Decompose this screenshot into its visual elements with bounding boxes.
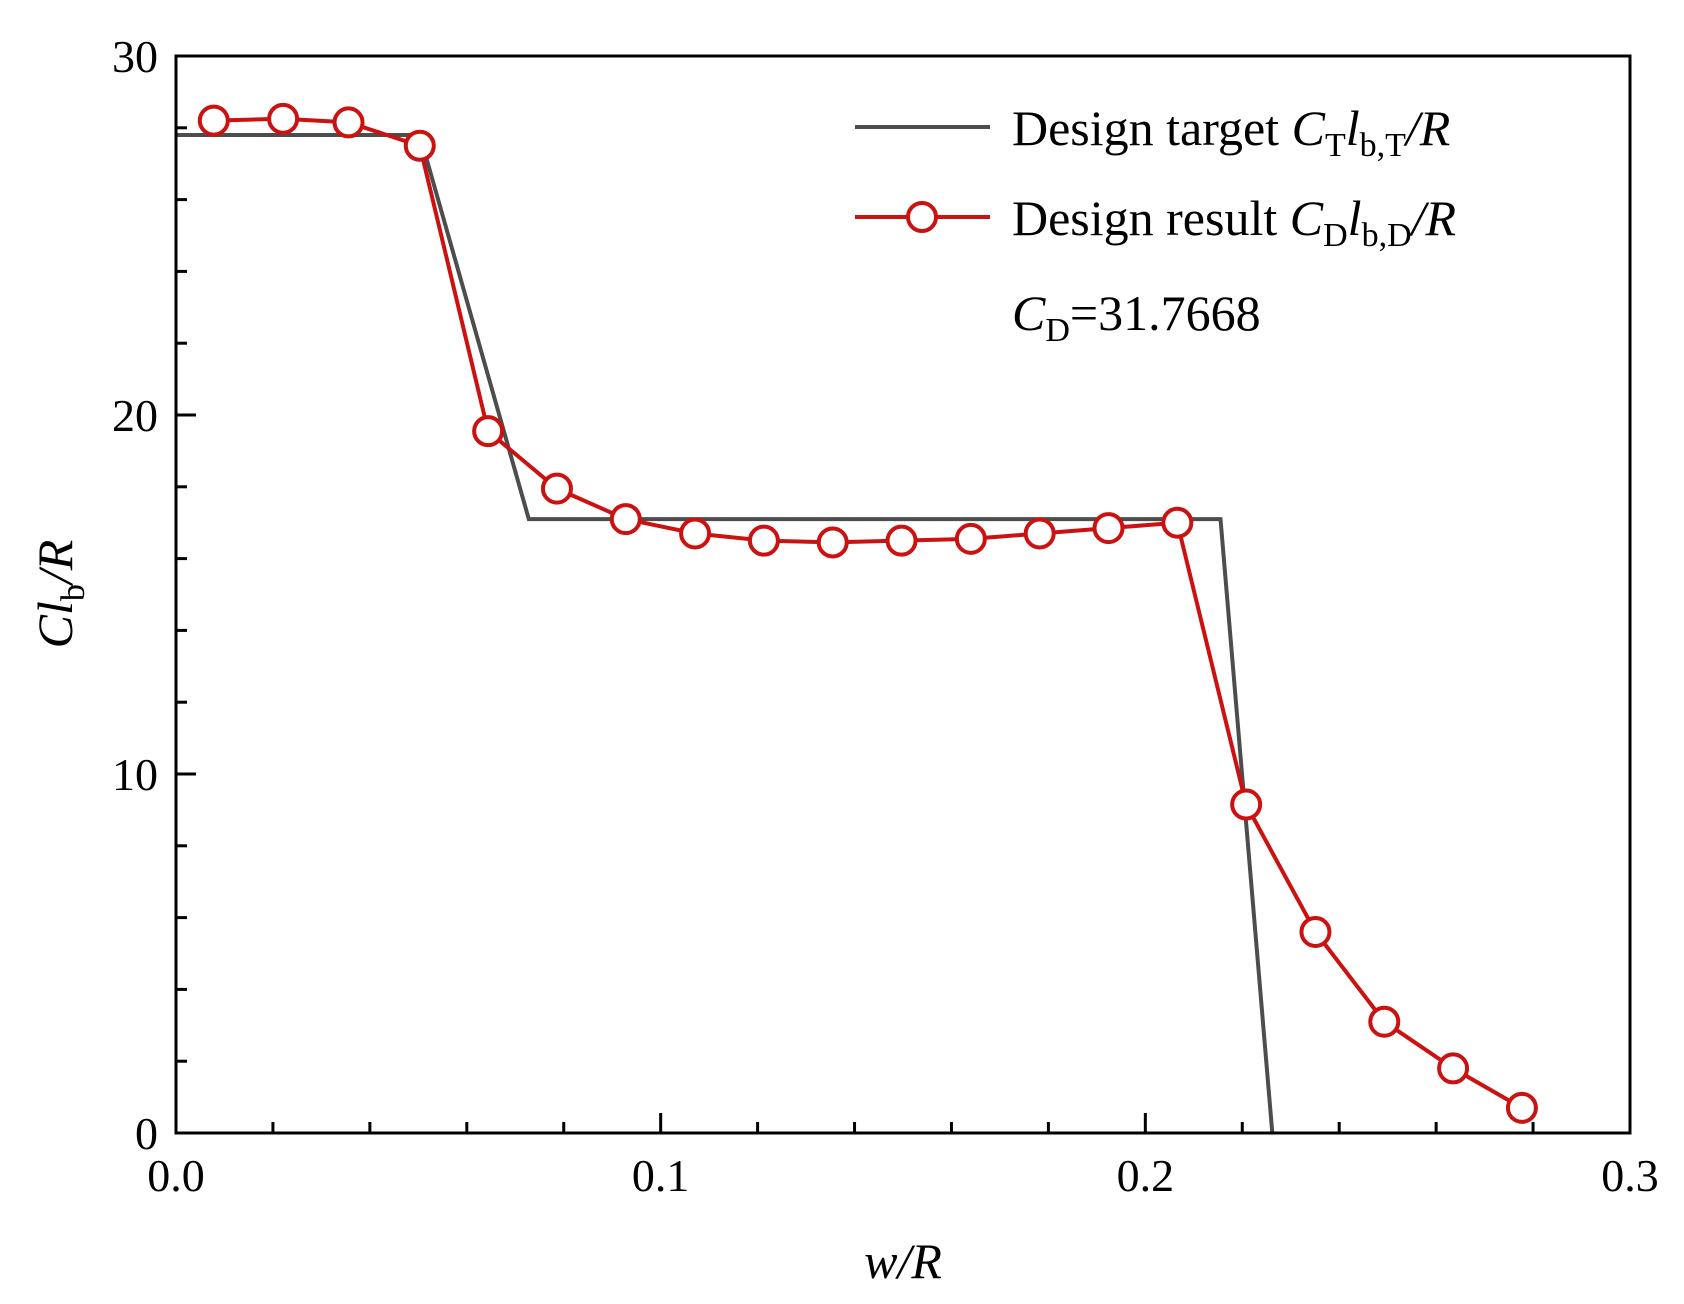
design-result-point	[332, 106, 365, 139]
annotation-value: =31.7668	[1070, 285, 1261, 341]
tick-labels: 0.0 0.1 0.2 0.3 0 10 20 30	[112, 31, 1659, 1201]
axis-ticks	[176, 126, 1535, 1133]
design-result-point	[816, 526, 849, 559]
series-design-result-markers	[197, 102, 1538, 1124]
annotation-cd-value: CD=31.7668	[1012, 285, 1261, 349]
x-tick-label: 0.3	[1601, 1150, 1659, 1201]
legend-label-design-result: Design result CDlb,D/R	[1012, 190, 1456, 254]
legend-target-prefix: Design target	[1012, 100, 1292, 156]
x-tick-label: 0.0	[147, 1150, 205, 1201]
design-result-point	[1161, 506, 1194, 539]
y-tick-label: 20	[112, 390, 158, 441]
series-layer	[176, 116, 1523, 1133]
legend-marker-design-result	[906, 201, 938, 233]
design-result-point	[1230, 788, 1263, 821]
x-axis-title: w/R	[864, 1233, 942, 1289]
y-tick-label: 0	[135, 1108, 158, 1159]
y-axis-title-main: Cl	[27, 601, 83, 648]
legend-label-design-target: Design target CTlb,T/R	[1012, 100, 1450, 164]
design-result-point	[540, 472, 573, 505]
legend-target-l: l	[1346, 100, 1360, 156]
y-tick-label: 30	[112, 31, 158, 82]
legend-result-C-sub: D	[1323, 217, 1348, 254]
y-axis-title-sub: b	[55, 584, 92, 601]
design-result-point	[954, 522, 987, 555]
design-result-point	[1092, 512, 1125, 545]
legend-result-l: l	[1348, 190, 1362, 246]
legend-target-suffix: /R	[1403, 100, 1450, 156]
design-result-point	[1023, 517, 1056, 550]
design-result-point	[1437, 1052, 1470, 1085]
annotation-C: C	[1012, 285, 1046, 341]
x-axis-title-main: w	[864, 1233, 897, 1289]
legend-target-l-sub: b,T	[1360, 127, 1407, 164]
y-axis-title: Clb/R	[27, 540, 92, 649]
legend-result-prefix: Design result	[1012, 190, 1290, 246]
x-tick-label: 0.1	[632, 1150, 690, 1201]
design-result-point	[885, 524, 918, 557]
design-result-point	[747, 524, 780, 557]
plot-frame	[174, 54, 1632, 1135]
design-result-point	[1505, 1091, 1538, 1124]
x-tick-label: 0.2	[1117, 1150, 1175, 1201]
legend-result-C: C	[1290, 190, 1324, 246]
design-result-point	[197, 104, 230, 137]
design-result-point	[609, 503, 642, 536]
legend-result-suffix: /R	[1409, 190, 1456, 246]
annotation-C-sub: D	[1045, 312, 1070, 349]
x-axis-title-rest: /R	[894, 1233, 941, 1289]
legend-result-l-sub: b,D	[1362, 217, 1412, 254]
legend-target-C-sub: T	[1325, 127, 1346, 164]
design-result-point	[267, 102, 300, 135]
legend: Design target CTlb,T/R Design result CDl…	[855, 100, 1456, 349]
y-axis-title-rest: /R	[27, 540, 83, 587]
design-result-point	[1299, 915, 1332, 948]
design-result-point	[679, 517, 712, 550]
series-design-result-line	[213, 116, 1523, 1110]
design-result-point	[1368, 1005, 1401, 1038]
legend-target-C: C	[1292, 100, 1326, 156]
series-design-target-line	[176, 133, 1275, 1133]
y-tick-label: 10	[112, 749, 158, 800]
design-result-point	[403, 129, 436, 162]
design-result-point	[472, 415, 505, 448]
